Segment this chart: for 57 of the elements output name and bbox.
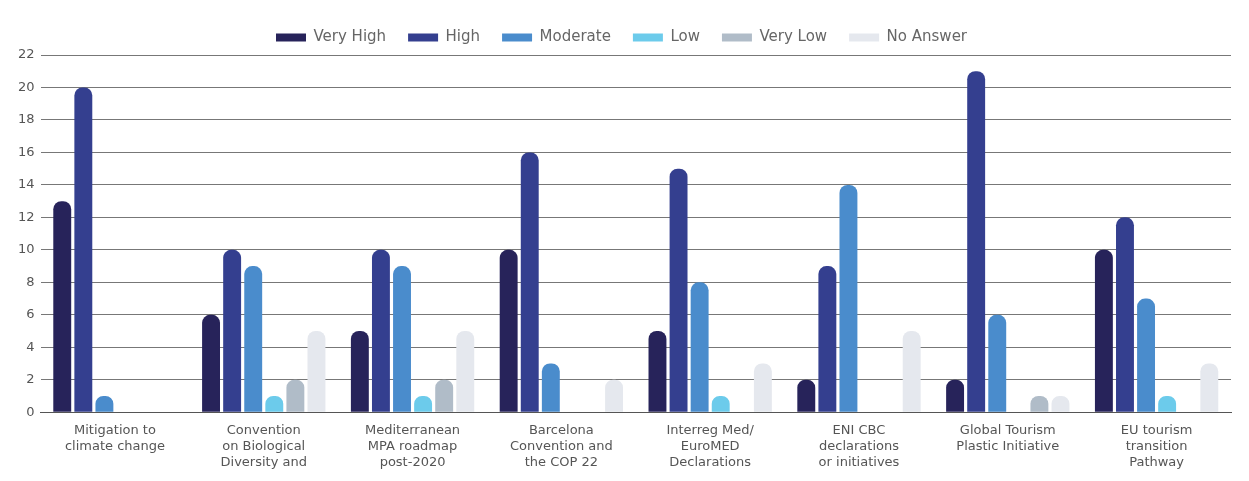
bar	[1137, 298, 1156, 412]
y-tick-label: 12	[18, 208, 35, 224]
bar	[244, 266, 263, 412]
y-tick-label: 22	[18, 46, 35, 62]
y-tick-label: 8	[26, 273, 35, 289]
y-tick-label: 16	[18, 143, 35, 159]
bar	[202, 314, 221, 412]
x-tick-label: EU tourism transition Pathway	[1120, 422, 1193, 469]
bar	[307, 331, 326, 412]
x-tick-label: Global Tourism Plastic Initiative	[956, 422, 1060, 453]
y-tick-label: 2	[26, 371, 35, 387]
legend-label: Very Low	[759, 27, 828, 46]
y-tick-label: 6	[26, 306, 35, 322]
bar	[902, 331, 921, 412]
x-tick-label: Convention on Biological Diversity and	[220, 422, 307, 469]
bar	[1094, 249, 1113, 412]
bar	[946, 379, 965, 412]
bar	[648, 331, 667, 412]
legend-label: High	[445, 27, 481, 46]
bar	[669, 168, 688, 412]
bar	[1200, 363, 1219, 412]
x-tick-label: ENI CBC declarations or initiatives	[818, 422, 900, 469]
y-tick-label: 4	[26, 338, 35, 354]
y-tick-label: 10	[18, 241, 35, 257]
bar	[818, 266, 837, 412]
bar	[988, 314, 1007, 412]
bar	[499, 249, 518, 412]
bar	[371, 249, 390, 412]
legend-label: Moderate	[539, 27, 611, 46]
x-tick-label: Barcelona Convention and the COP 22	[510, 422, 613, 469]
y-tick-label: 0	[26, 403, 35, 419]
bar	[605, 379, 624, 412]
bar	[520, 152, 539, 412]
bar	[1116, 217, 1134, 412]
legend-label: No Answer	[886, 27, 968, 46]
x-tick-label: Mediterranean MPA roadmap post-2020	[365, 422, 461, 469]
bar	[839, 184, 858, 412]
bar	[967, 71, 986, 412]
y-tick-label: 14	[18, 176, 35, 192]
bar	[456, 331, 475, 412]
bar	[350, 331, 369, 412]
bar	[286, 379, 305, 412]
x-tick-label: Interreg Med/ EuroMED Declarations	[666, 422, 755, 469]
bar	[74, 87, 93, 412]
bar	[541, 363, 560, 412]
bar	[393, 266, 411, 412]
y-tick-label: 18	[18, 111, 35, 127]
bar	[223, 249, 242, 412]
x-tick-label: Mitigation to climate change	[64, 422, 165, 453]
bar	[690, 282, 709, 412]
bar	[797, 379, 816, 412]
bar	[53, 201, 72, 412]
legend-label: Very High	[313, 27, 387, 46]
bar	[435, 379, 454, 412]
legend-label: Low	[670, 27, 700, 46]
y-tick-label: 20	[18, 78, 35, 94]
bar	[753, 363, 772, 412]
